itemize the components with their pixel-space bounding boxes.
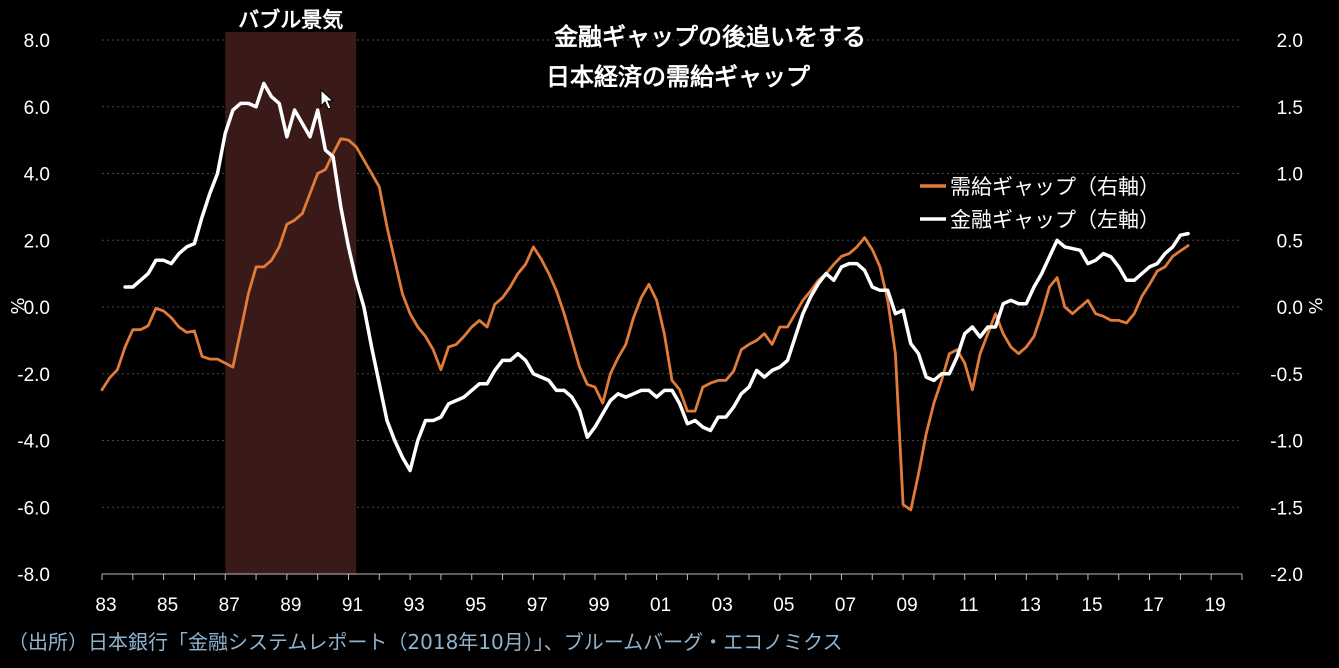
left-tick-label: -2.0 bbox=[17, 365, 50, 386]
legend: 需給ギャップ（右軸） 金融ギャップ（左軸） bbox=[920, 175, 1160, 232]
x-tick-label: 09 bbox=[897, 595, 918, 616]
x-tick-label: 15 bbox=[1081, 595, 1102, 616]
right-axis-unit: % bbox=[1306, 297, 1327, 314]
x-tick-label: 19 bbox=[1205, 595, 1226, 616]
financial-gap-line bbox=[123, 81, 1190, 473]
right-tick-label: 0.0 bbox=[1277, 298, 1303, 319]
right-tick-label: -1.0 bbox=[1270, 432, 1303, 453]
right-tick-label: 1.0 bbox=[1277, 165, 1303, 186]
bubble-era-band bbox=[225, 32, 357, 574]
legend-label-supply-demand-gap: 需給ギャップ（右軸） bbox=[950, 175, 1160, 199]
bubble-era-label: バブル景気 bbox=[238, 8, 343, 32]
x-tick-label: 87 bbox=[219, 595, 240, 616]
left-tick-label: 4.0 bbox=[24, 165, 50, 186]
right-tick-label: 1.5 bbox=[1277, 98, 1303, 119]
mouse-pointer-icon bbox=[320, 88, 335, 110]
left-tick-label: -4.0 bbox=[17, 432, 50, 453]
right-axis: 2.0 1.5 1.0 0.5 0.0 -0.5 -1.0 -1.5 -2.0 bbox=[1270, 31, 1303, 586]
right-tick-label: 0.5 bbox=[1277, 231, 1303, 252]
left-tick-label: 0.0 bbox=[24, 298, 50, 319]
x-tick-label: 11 bbox=[959, 595, 979, 616]
x-tick-label: 99 bbox=[588, 595, 609, 616]
x-tick-label: 85 bbox=[157, 595, 178, 616]
left-axis-unit: % bbox=[8, 297, 29, 314]
x-axis: 83 85 87 89 91 93 95 97 99 01 03 05 07 09 11 13 15 17 19 bbox=[95, 573, 1243, 616]
source-note: （出所）日本銀行「金融システムレポート（2018年10月）」、ブルームバーグ・エ… bbox=[8, 630, 843, 654]
x-tick-label: 95 bbox=[465, 595, 486, 616]
x-tick-label: 91 bbox=[342, 595, 363, 616]
left-tick-label: 8.0 bbox=[24, 31, 50, 52]
chart-title-line1: 金融ギャップの後追いをする bbox=[553, 23, 866, 51]
left-tick-label: 2.0 bbox=[24, 231, 50, 252]
x-tick-label: 83 bbox=[95, 595, 116, 616]
x-tick-label: 05 bbox=[773, 595, 794, 616]
supply-demand-gap-line bbox=[100, 137, 1190, 512]
right-tick-label: -2.0 bbox=[1270, 565, 1303, 586]
right-tick-label: -1.5 bbox=[1270, 498, 1303, 519]
x-tick-label: 03 bbox=[712, 595, 733, 616]
right-tick-label: -0.5 bbox=[1270, 365, 1303, 386]
left-tick-label: 6.0 bbox=[24, 98, 50, 119]
legend-label-financial-gap: 金融ギャップ（左軸） bbox=[950, 208, 1160, 232]
series-lines bbox=[100, 81, 1190, 512]
left-tick-label: -8.0 bbox=[17, 565, 50, 586]
left-axis: 8.0 6.0 4.0 2.0 0.0 -2.0 -4.0 -6.0 -8.0 bbox=[17, 31, 50, 586]
left-tick-label: -6.0 bbox=[17, 498, 50, 519]
x-tick-label: 13 bbox=[1020, 595, 1041, 616]
x-tick-label: 01 bbox=[650, 595, 671, 616]
x-tick-label: 89 bbox=[280, 595, 301, 616]
x-tick-label: 07 bbox=[835, 595, 856, 616]
chart-title-line2: 日本経済の需給ギャップ bbox=[546, 63, 811, 91]
x-tick-label: 97 bbox=[527, 595, 548, 616]
x-tick-label: 93 bbox=[404, 595, 425, 616]
right-tick-label: 2.0 bbox=[1277, 31, 1303, 52]
x-tick-label: 17 bbox=[1143, 595, 1164, 616]
